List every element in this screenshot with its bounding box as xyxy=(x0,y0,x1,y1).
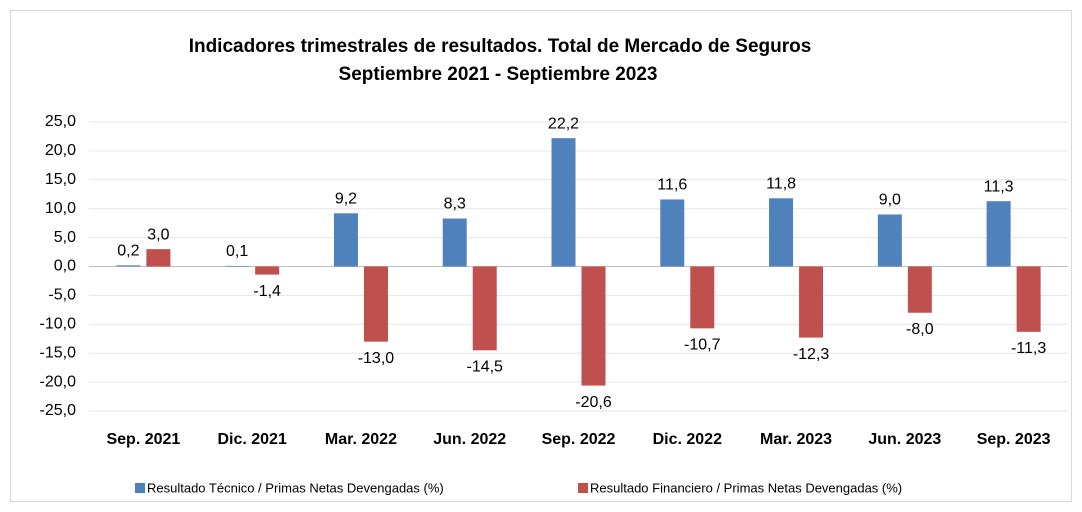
data-label: 8,3 xyxy=(444,196,466,213)
chart-subtitle: Septiembre 2021 - Septiembre 2023 xyxy=(339,64,658,85)
bar xyxy=(116,265,141,267)
bar xyxy=(333,213,358,267)
x-tick-label: Mar. 2022 xyxy=(325,431,397,448)
y-tick-label: -15,0 xyxy=(40,344,77,361)
data-label: 11,6 xyxy=(657,177,687,194)
bar xyxy=(907,266,932,313)
bar xyxy=(225,265,250,267)
legend-swatch xyxy=(135,483,145,493)
data-label: 9,2 xyxy=(335,191,357,208)
legend-label: Resultado Técnico / Primas Netas Devenga… xyxy=(147,480,444,495)
bar xyxy=(442,218,467,267)
x-tick-label: Jun. 2023 xyxy=(868,431,941,448)
data-label: -11,3 xyxy=(1011,340,1046,357)
data-label: 0,2 xyxy=(117,243,139,260)
bar xyxy=(799,266,824,338)
y-tick-label: 5,0 xyxy=(54,229,76,246)
y-tick-label: 15,0 xyxy=(45,171,76,188)
y-tick-label: -5,0 xyxy=(48,287,76,304)
y-tick-label: 25,0 xyxy=(45,113,76,130)
bar xyxy=(769,198,794,267)
data-label: -1,4 xyxy=(253,283,281,300)
data-label: -13,0 xyxy=(358,350,395,367)
bar xyxy=(1016,266,1041,332)
x-tick-label: Sep. 2023 xyxy=(977,431,1051,448)
bar xyxy=(877,214,902,267)
bar xyxy=(472,266,497,351)
x-tick-label: Mar. 2023 xyxy=(760,431,832,448)
x-tick-label: Sep. 2022 xyxy=(542,431,616,448)
x-tick-label: Jun. 2022 xyxy=(433,431,506,448)
data-label: 0,1 xyxy=(226,243,248,260)
chart-title: Indicadores trimestrales de resultados. … xyxy=(189,36,812,57)
legend-swatch xyxy=(578,483,588,493)
bar xyxy=(581,266,606,386)
data-label: -10,7 xyxy=(684,337,721,354)
data-label: -12,3 xyxy=(793,346,830,363)
y-tick-label: -10,0 xyxy=(40,316,77,333)
data-label: -14,5 xyxy=(466,359,503,376)
bar xyxy=(255,266,280,275)
bar xyxy=(986,201,1011,267)
data-label: -20,6 xyxy=(575,394,612,411)
legend-label: Resultado Financiero / Primas Netas Deve… xyxy=(590,480,902,495)
bar xyxy=(363,266,388,342)
x-tick-label: Dic. 2021 xyxy=(217,431,286,448)
x-tick-label: Dic. 2022 xyxy=(653,431,722,448)
data-label: 22,2 xyxy=(548,115,579,132)
y-tick-label: 10,0 xyxy=(45,200,76,217)
data-label: 3,0 xyxy=(147,226,169,243)
data-label: 11,8 xyxy=(766,176,796,193)
data-label: -8,0 xyxy=(906,321,934,338)
data-label: 9,0 xyxy=(879,192,901,209)
x-tick-label: Sep. 2021 xyxy=(106,431,180,448)
bar xyxy=(660,199,685,267)
bar xyxy=(146,249,171,267)
bar xyxy=(551,138,576,267)
y-tick-label: 0,0 xyxy=(54,258,76,275)
y-tick-label: -25,0 xyxy=(40,402,77,419)
y-tick-label: 20,0 xyxy=(45,142,76,159)
y-tick-label: -20,0 xyxy=(40,373,77,390)
bar xyxy=(690,266,715,329)
data-label: 11,3 xyxy=(984,178,1014,195)
